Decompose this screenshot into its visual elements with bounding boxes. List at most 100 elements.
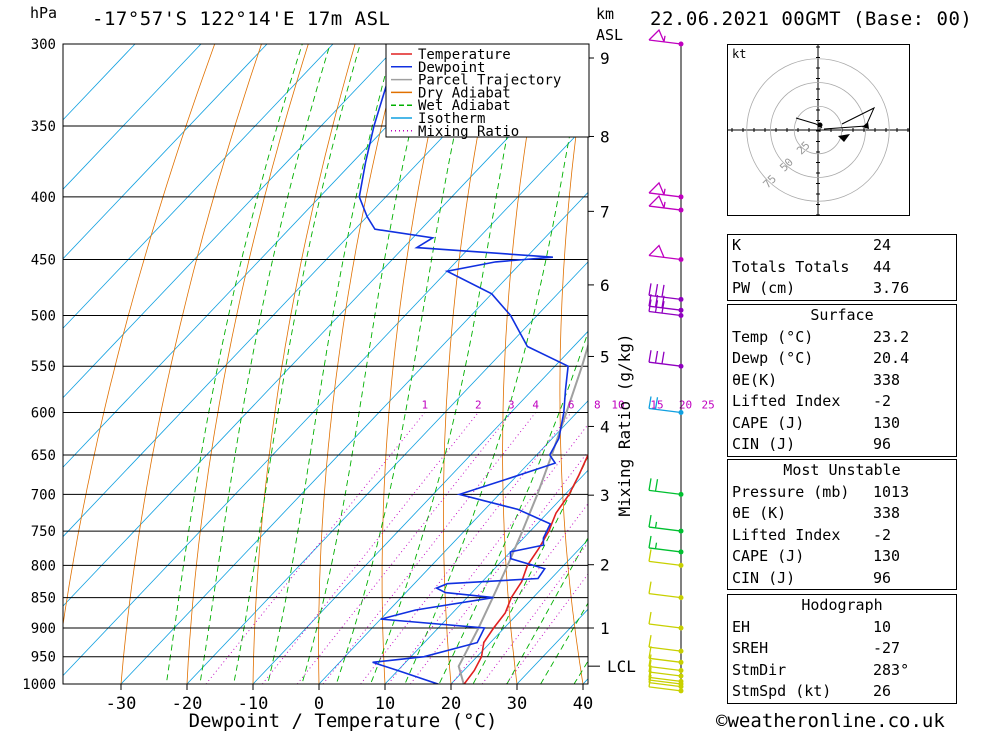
storm-motion-arrow — [838, 134, 850, 142]
isotherm-line — [63, 44, 136, 121]
index-row-pw: PW (cm) 3.76 — [732, 279, 910, 297]
temperature-tick-label: -30 — [106, 694, 137, 714]
hodo-ring — [746, 58, 890, 202]
pressure-tick-label: 800 — [31, 558, 56, 574]
wind-barb — [648, 294, 682, 311]
isotherm-line — [63, 44, 202, 190]
wind-barb — [648, 181, 682, 198]
mixing-ratio-line — [481, 541, 588, 684]
datetime-title: 22.06.2021 00GMT (Base: 00) — [650, 8, 973, 30]
index-row-k: K 24 — [732, 236, 892, 254]
most-unstable-title: Most Unstable — [783, 461, 901, 479]
hodograph-title: Hodograph — [801, 596, 883, 614]
wet-adiabat-line — [233, 44, 361, 684]
wet-adiabat-line — [199, 44, 331, 684]
pressure-tick-label: 500 — [31, 309, 56, 325]
wind-barb — [648, 514, 682, 532]
pressure-tick-label: 400 — [31, 190, 56, 206]
legend-label: Parcel Trajectory — [418, 73, 561, 89]
pressure-tick-label: 650 — [31, 448, 56, 464]
surface-lifted-index: Lifted Index -2 — [732, 392, 892, 410]
legend-label: Isotherm — [418, 111, 485, 127]
mixing-ratio-line — [205, 412, 426, 684]
isotherm-line — [186, 261, 588, 684]
mixing-ratio-line — [505, 573, 588, 684]
wet-adiabat-line — [335, 44, 475, 684]
isotherm-line — [63, 44, 400, 399]
lcl-label: LCL — [607, 657, 636, 676]
isotherm-line — [384, 469, 588, 684]
wind-barb — [648, 194, 682, 211]
wind-barb — [648, 654, 682, 672]
wind-barb — [648, 581, 682, 599]
hodo-arrow — [862, 122, 869, 129]
series-line-parcel-trajectory — [457, 342, 588, 684]
isotherm-line — [450, 539, 588, 684]
pressure-tick-label: 700 — [31, 487, 56, 503]
mu-cin: CIN (J) 96 — [732, 568, 892, 587]
hodograph-unit: kt — [732, 47, 746, 61]
temperature-tick-label: -20 — [172, 694, 203, 714]
height-tick-label: 2 — [600, 556, 610, 575]
dry-adiabat-line — [381, 44, 450, 684]
height-tick-label: 5 — [600, 347, 610, 366]
height-ref: ASL — [596, 26, 624, 44]
legend-label: Mixing Ratio — [418, 124, 519, 140]
mixing-ratio-label: 2 — [475, 398, 482, 411]
isotherm-line — [120, 191, 588, 684]
surface-cin: CIN (J) 96 — [732, 435, 892, 453]
dry-adiabat-line — [502, 44, 543, 684]
wet-adiabat-line — [267, 44, 394, 684]
dry-adiabat-line — [186, 44, 309, 684]
wet-adiabat-line — [301, 44, 432, 684]
height-tick-label: 8 — [600, 127, 610, 146]
hodo-stmspd: StmSpd (kt) 26 — [732, 682, 892, 700]
isotherm-line — [318, 400, 588, 684]
dry-adiabat-line — [669, 7, 721, 710]
dry-adiabat-line — [962, 7, 1000, 710]
pressure-tick-label: 600 — [31, 405, 56, 421]
hodo-ring — [770, 82, 866, 178]
pressure-tick-label: 900 — [31, 621, 56, 637]
pressure-tick-label: 1000 — [22, 677, 56, 693]
pressure-tick-label: 550 — [31, 359, 56, 375]
wind-barb — [648, 611, 682, 629]
wet-adiabat-line — [540, 602, 588, 684]
hodo-eh: EH 10 — [732, 617, 892, 636]
mixing-ratio-line — [410, 451, 588, 684]
mixing-ratio-axis-label: Mixing Ratio (g/kg) — [615, 333, 634, 516]
hodograph-indices: Hodograph EH 10 SREH -27 StmDir 283° StmSpd… — [727, 594, 957, 704]
mixing-ratio-label: 6 — [568, 398, 575, 411]
pressure-tick-label: 300 — [31, 37, 56, 53]
pressure-tick-label: 450 — [31, 253, 56, 269]
mixing-ratio-label: 1 — [421, 398, 428, 411]
height-tick-label: 1 — [600, 619, 610, 638]
surface-cape: CAPE (J) 130 — [732, 413, 901, 432]
wind-barb — [648, 350, 682, 367]
temperature-tick-label: 10 — [375, 694, 395, 714]
wind-barb — [648, 283, 682, 300]
hodo-origin-dot — [817, 122, 823, 128]
dry-adiabat-line — [252, 44, 356, 684]
height-unit: km — [596, 5, 615, 23]
mixing-ratio-label: 15 — [650, 398, 663, 411]
credit-link[interactable]: ©weatheronline.co.uk — [716, 710, 945, 732]
location-title: -17°57'S 122°14'E 17m ASL — [92, 8, 391, 30]
isotherm-line — [63, 122, 588, 677]
wind-barb — [648, 478, 682, 496]
mixing-ratio-label: 20 — [679, 398, 692, 411]
mixing-ratio-line — [322, 412, 536, 684]
height-unit-label: km ASL — [596, 4, 623, 46]
x-axis-label: Dewpoint / Temperature (°C) — [189, 710, 498, 732]
general-indices: K 24 Totals Totals 44 PW (cm) 3.76 — [727, 234, 957, 301]
legend-box — [385, 43, 590, 138]
temperature-tick-label: 20 — [441, 694, 461, 714]
temperature-tick-label: 0 — [314, 694, 324, 714]
wind-barb — [648, 670, 682, 688]
isotherm-line — [63, 44, 268, 260]
wind-barb — [648, 635, 682, 652]
wind-barb — [648, 396, 682, 414]
mu-pressure: Pressure (mb) 1013 — [732, 482, 910, 501]
mixing-ratio-line — [296, 412, 512, 684]
